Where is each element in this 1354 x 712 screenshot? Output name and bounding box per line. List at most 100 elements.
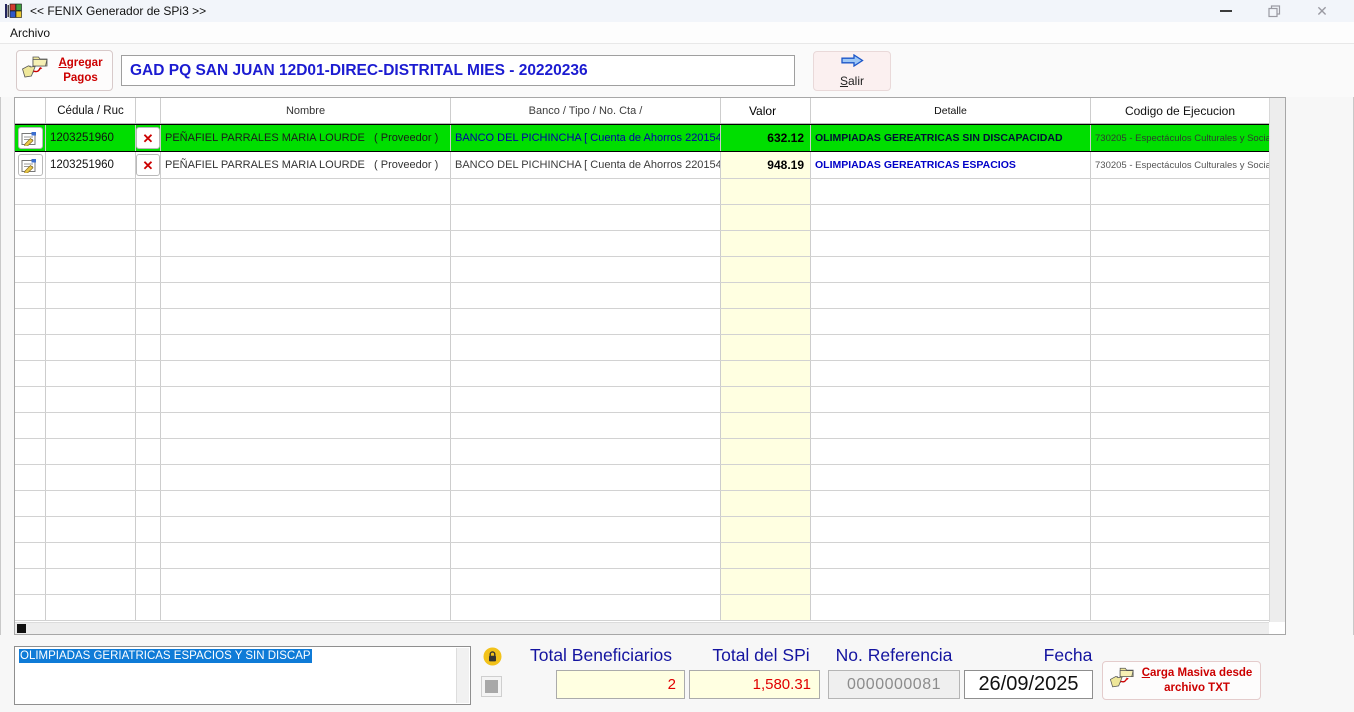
delete-cell <box>136 361 161 386</box>
agregar-pagos-button[interactable]: Agregar Pagos <box>16 50 113 91</box>
total-spi-value: 1,580.31 <box>689 670 820 699</box>
table-row[interactable]: 1203251960 ✕ PEÑAFIEL PARRALES MARIA LOURD… <box>15 124 1269 152</box>
nombre-cell <box>161 205 451 230</box>
table-row-empty <box>15 413 1269 439</box>
col-detalle[interactable]: Detalle <box>811 98 1091 123</box>
salir-label: Salir <box>839 74 865 88</box>
hscroll-thumb[interactable] <box>17 624 26 633</box>
delete-row-button[interactable]: ✕ <box>136 127 160 149</box>
delete-cell <box>136 439 161 464</box>
delete-row-button[interactable]: ✕ <box>136 154 160 176</box>
cedula-cell <box>46 491 136 516</box>
fecha-input[interactable]: 26/09/2025 <box>964 670 1093 699</box>
codigo-cell <box>1091 205 1269 230</box>
cedula-cell <box>46 309 136 334</box>
delete-cell <box>136 257 161 282</box>
col-codigo[interactable]: Codigo de Ejecucion <box>1124 103 1236 118</box>
delete-cell <box>136 543 161 568</box>
table-row-empty <box>15 309 1269 335</box>
banco-cell <box>451 179 721 204</box>
nombre-cell <box>161 335 451 360</box>
codigo-cell <box>1091 283 1269 308</box>
table-row-empty <box>15 569 1269 595</box>
delete-x-icon: ✕ <box>142 157 154 173</box>
valor-cell: 948.19 <box>721 152 811 178</box>
col-banco[interactable]: Banco / Tipo / No. Cta / <box>451 98 721 123</box>
restore-icon <box>1267 4 1280 17</box>
delete-cell <box>136 491 161 516</box>
codigo-cell <box>1091 439 1269 464</box>
col-nombre[interactable]: Nombre <box>161 98 451 123</box>
table-row-empty <box>15 439 1269 465</box>
codigo-cell <box>1091 569 1269 594</box>
cedula-cell <box>46 361 136 386</box>
banco-cell <box>451 569 721 594</box>
window-title: << FENIX Generador de SPi3 >> <box>30 4 207 18</box>
delete-cell <box>136 231 161 256</box>
banco-cell <box>451 205 721 230</box>
referencia-value: 0000000081 <box>828 670 960 699</box>
valor-cell <box>721 335 811 360</box>
gray-swatch-button[interactable] <box>481 676 502 697</box>
banco-cell <box>451 361 721 386</box>
vertical-scrollbar[interactable] <box>1269 98 1285 622</box>
detalle-cell <box>811 335 1091 360</box>
delete-cell <box>136 517 161 542</box>
detail-textarea[interactable]: OLIMPIADAS GERIATRICAS ESPACIOS Y SIN DI… <box>14 646 471 705</box>
detalle-cell: OLIMPIADAS GEREATRICAS SIN DISCAPACIDAD <box>811 125 1091 151</box>
valor-cell <box>721 595 811 620</box>
edit-cell <box>15 335 46 360</box>
cedula-cell <box>46 595 136 620</box>
detalle-cell: OLIMPIADAS GEREATRICAS ESPACIOS <box>811 152 1091 178</box>
edit-cell <box>15 152 46 178</box>
cedula-cell <box>46 569 136 594</box>
nombre-cell <box>161 387 451 412</box>
edit-cell <box>15 283 46 308</box>
valor-cell: 632.12 <box>721 125 811 151</box>
col-valor[interactable]: Valor <box>721 98 811 123</box>
edit-cell <box>15 595 46 620</box>
menu-item-archivo[interactable]: Archivo <box>10 25 51 40</box>
cedula-cell <box>46 205 136 230</box>
detail-scrollbar[interactable] <box>456 648 469 703</box>
edit-row-button[interactable] <box>17 154 43 176</box>
detalle-cell <box>811 283 1091 308</box>
delete-cell <box>136 595 161 620</box>
nombre-cell <box>161 283 451 308</box>
valor-cell <box>721 361 811 386</box>
nombre-cell <box>161 439 451 464</box>
table-row-empty <box>15 491 1269 517</box>
edit-cell <box>15 179 46 204</box>
maximize-button[interactable] <box>1250 0 1298 22</box>
table-row-empty <box>15 283 1269 309</box>
carga-masiva-button[interactable]: Carga Masiva desde archivo TXT <box>1102 661 1261 700</box>
salir-button[interactable]: Salir <box>813 51 891 91</box>
cedula-cell: 1203251960 <box>46 125 136 151</box>
col-cedula[interactable]: Cédula / Ruc <box>46 98 136 123</box>
minimize-button[interactable] <box>1202 0 1250 22</box>
total-beneficiarios-label: Total Beneficiarios <box>529 645 673 665</box>
codigo-cell <box>1091 335 1269 360</box>
valor-cell <box>721 231 811 256</box>
table-row-empty <box>15 179 1269 205</box>
detalle-cell <box>811 179 1091 204</box>
nombre-cell: PEÑAFIEL PARRALES MARIA LOURDE ( Proveed… <box>161 152 451 178</box>
nombre-cell <box>161 257 451 282</box>
table-row-empty <box>15 335 1269 361</box>
detalle-cell <box>811 491 1091 516</box>
codigo-cell <box>1091 465 1269 490</box>
banco-cell <box>451 517 721 542</box>
nombre-cell <box>161 517 451 542</box>
banco-cell <box>451 283 721 308</box>
codigo-cell: 730205 - Espectáculos Culturales y Socia… <box>1095 132 1269 144</box>
horizontal-scrollbar[interactable] <box>15 622 1269 634</box>
table-row[interactable]: 1203251960 ✕ PEÑAFIEL PARRALES MARIA LOURD… <box>15 152 1269 179</box>
close-button[interactable]: ✕ <box>1298 0 1346 22</box>
title-bar: << FENIX Generador de SPi3 >> ✕ <box>0 0 1354 22</box>
gray-swatch <box>485 680 498 693</box>
delete-cell <box>136 387 161 412</box>
edit-row-button[interactable] <box>17 127 43 149</box>
codigo-cell <box>1091 543 1269 568</box>
entity-input[interactable] <box>121 55 795 86</box>
valor-cell <box>721 517 811 542</box>
